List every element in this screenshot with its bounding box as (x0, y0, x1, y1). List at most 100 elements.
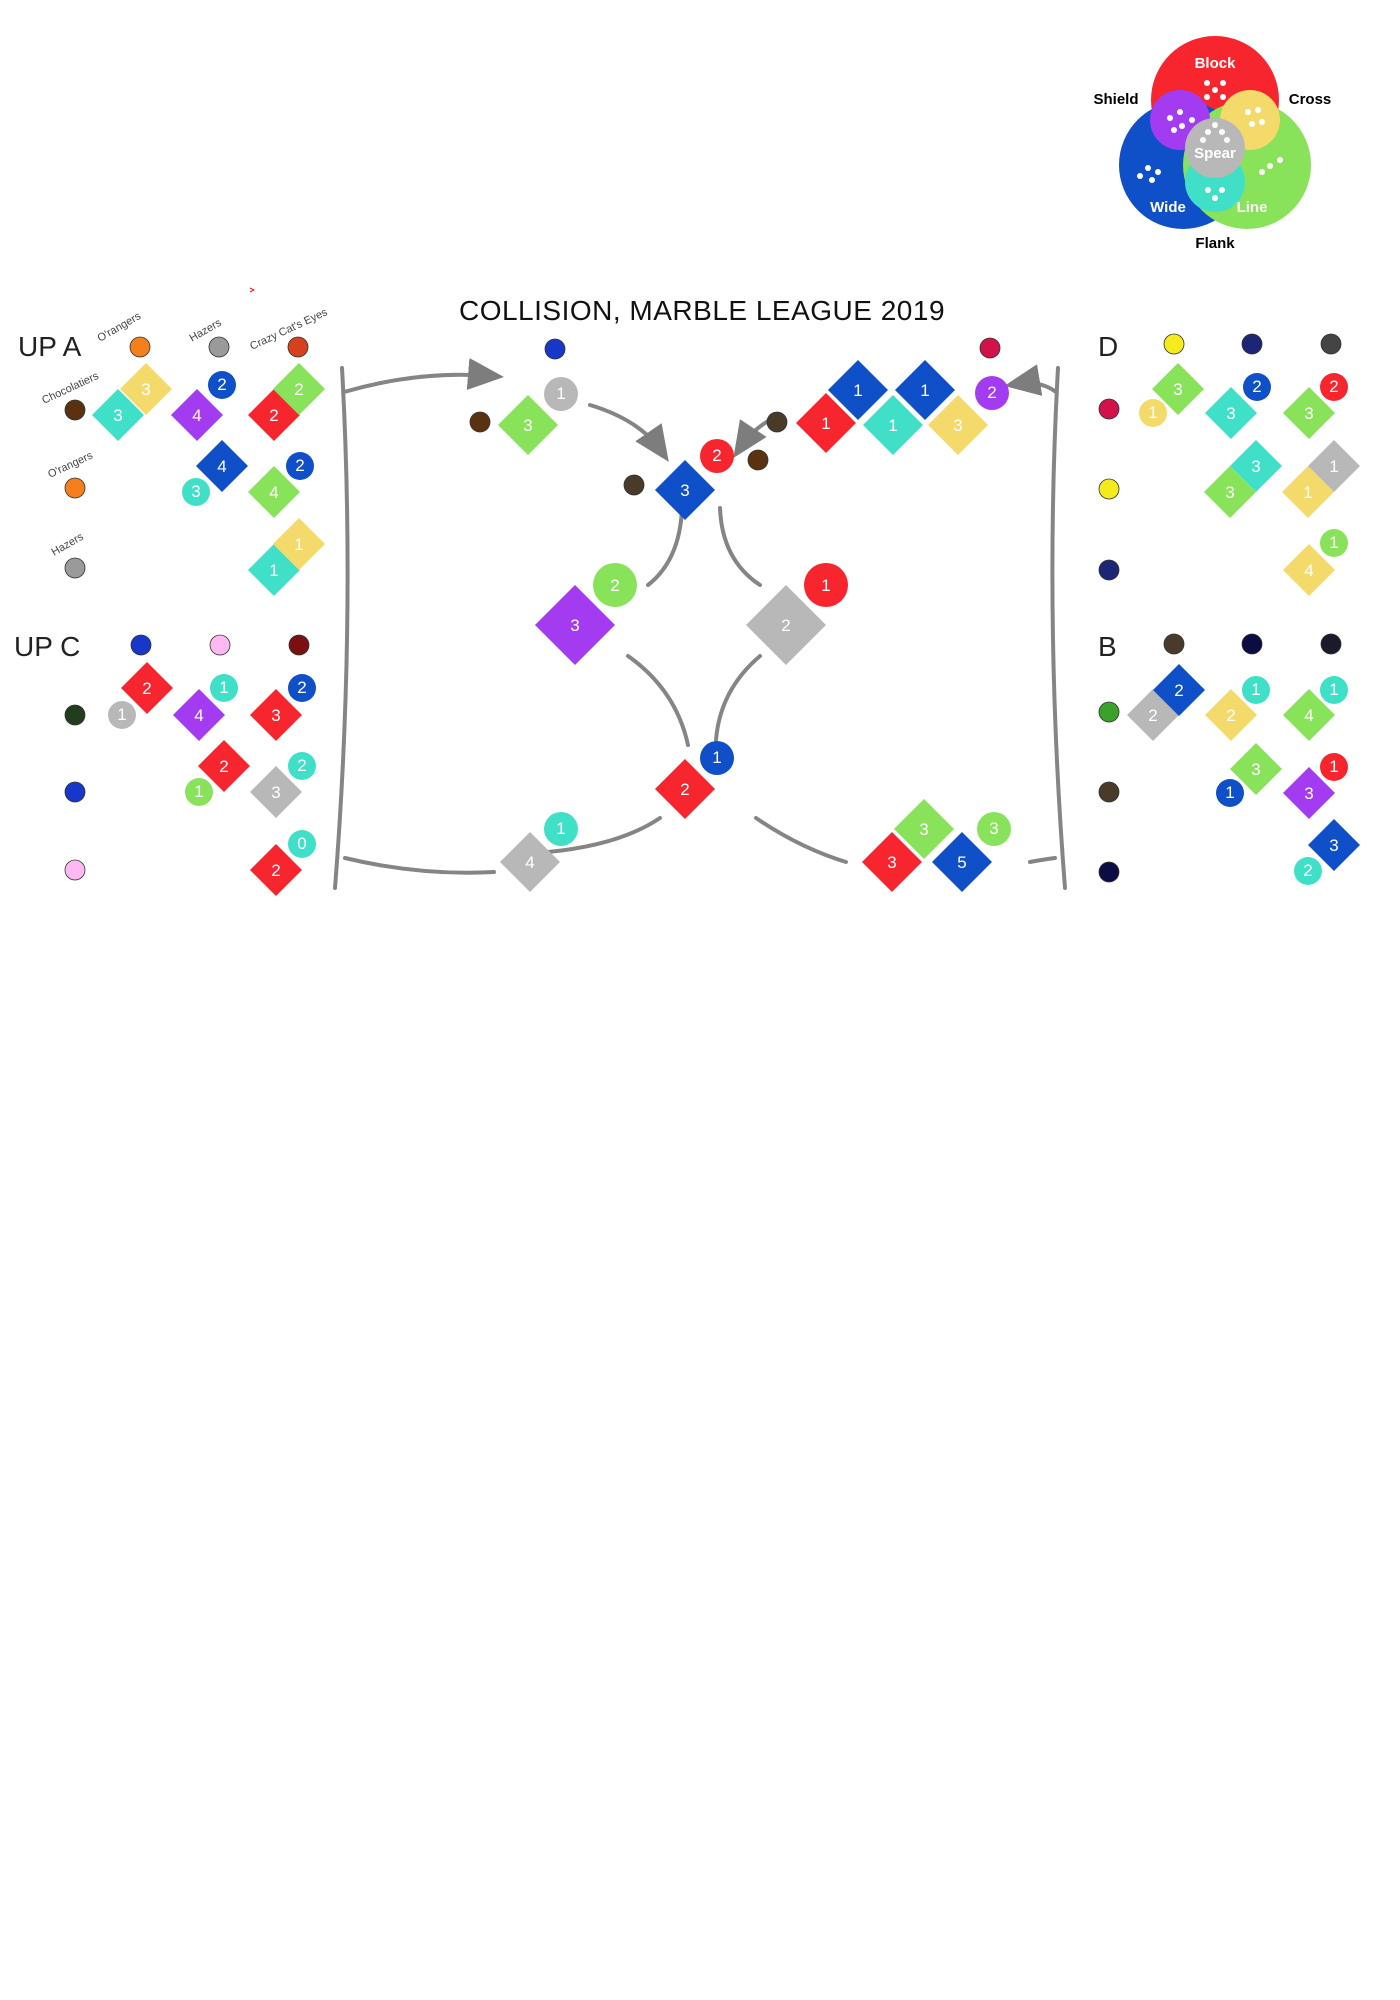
mark-d-8: 3 (1204, 466, 1256, 518)
marble-center-top-left (544, 338, 566, 360)
mark-circle (700, 439, 734, 473)
mark-upa-6: 2 (273, 363, 325, 415)
mark-circle (1294, 857, 1322, 885)
marble-b-row2 (1098, 781, 1120, 803)
mark-diamond (1204, 466, 1256, 518)
mark-upc-11: 2 (250, 844, 302, 896)
mark-upa-9: 4 (248, 466, 300, 518)
mark-diamond (1283, 689, 1335, 741)
mark-circle (975, 376, 1009, 410)
bottom-left-curve (343, 856, 496, 875)
marbles (64, 333, 1342, 883)
mark-value: 4 (192, 406, 201, 425)
mark-circle (210, 674, 238, 702)
marble-orangers (129, 336, 151, 358)
mark-value: 2 (610, 576, 619, 595)
mark-upa-10: 2 (286, 452, 314, 480)
mark-value: 3 (1329, 836, 1338, 855)
mark-diamond (535, 585, 615, 665)
mark-diamond (248, 466, 300, 518)
right-bracket (1050, 366, 1067, 890)
mark-value: 3 (113, 406, 122, 425)
mark-value: 2 (1174, 681, 1183, 700)
diagram-title: COLLISION, MARBLE LEAGUE 2019 (459, 295, 945, 326)
mark-circle (185, 778, 213, 806)
mark-value: 4 (194, 706, 203, 725)
marble-hazers-row (64, 557, 86, 579)
mark-value: 2 (1148, 706, 1157, 725)
mark-c-1: 1 (544, 377, 578, 411)
mark-diamond (250, 844, 302, 896)
mark-c-5: 1 (863, 395, 923, 455)
marble-upc-col2 (209, 634, 231, 656)
mark-c-21: 5 (932, 832, 992, 892)
group-label-upa: UP A (18, 331, 82, 362)
mark-value: 1 (920, 381, 929, 400)
mark-diamond (250, 766, 302, 818)
legend-spear: Spear (1194, 145, 1236, 162)
marble-center-brown-2 (747, 449, 769, 471)
mark-c-11: 3 (535, 585, 615, 665)
marble-b-col2 (1241, 633, 1263, 655)
mark-c-20: 3 (894, 799, 954, 859)
mark-c-14: 1 (804, 563, 848, 607)
mark-value: 3 (1173, 380, 1182, 399)
mark-upa-3: 4 (171, 389, 223, 441)
mark-d-3: 3 (1205, 387, 1257, 439)
mark-value: 2 (217, 375, 226, 394)
mark-upc-1: 1 (108, 701, 136, 729)
mark-circle (593, 563, 637, 607)
mark-value: 3 (1226, 404, 1235, 423)
mark-value: 4 (525, 853, 534, 872)
mark-b-6: 1 (1320, 676, 1348, 704)
mark-value: 1 (556, 819, 565, 838)
mark-d-4: 2 (1243, 373, 1271, 401)
mark-circle (544, 812, 578, 846)
mark-upc-9: 3 (250, 766, 302, 818)
mark-diamond (862, 832, 922, 892)
mark-value: 3 (680, 481, 689, 500)
mark-diamond (895, 360, 955, 420)
mark-c-3: 1 (796, 393, 856, 453)
mark-circle (1320, 676, 1348, 704)
mark-value: 3 (1304, 784, 1313, 803)
mark-d-5: 3 (1283, 387, 1335, 439)
mark-c-10: 3 (655, 460, 715, 520)
mark-diamond (196, 440, 248, 492)
marble-center-mixed-2 (766, 411, 788, 433)
upper-left-to-center (588, 403, 669, 462)
mark-value: 3 (271, 783, 280, 802)
mark-d-1: 3 (1152, 363, 1204, 415)
mark-circle (1320, 373, 1348, 401)
left-mid-to-bottom (626, 654, 690, 747)
mark-value: 2 (1252, 377, 1261, 396)
mark-diamond (863, 395, 923, 455)
mark-value: 1 (1329, 757, 1338, 776)
mark-upc-10: 2 (288, 752, 316, 780)
mark-diamond (1283, 767, 1335, 819)
bottom-to-right (754, 816, 848, 864)
mark-upc-6: 2 (288, 674, 316, 702)
mark-value: 3 (570, 616, 579, 635)
mark-circle (1242, 676, 1270, 704)
mark-c-2: 3 (498, 395, 558, 455)
mark-d-11: 4 (1283, 544, 1335, 596)
mark-diamond (894, 799, 954, 859)
mark-value: 1 (219, 678, 228, 697)
mark-circle (700, 741, 734, 775)
mark-b-2: 2 (1153, 664, 1205, 716)
mark-diamond (92, 389, 144, 441)
mark-value: 4 (1304, 561, 1313, 580)
mark-circle (977, 812, 1011, 846)
marble-upc-row2 (64, 781, 86, 803)
mark-c-15: 2 (655, 759, 715, 819)
mark-diamond (1283, 387, 1335, 439)
marble-d-col1 (1163, 333, 1185, 355)
mark-circle (1139, 399, 1167, 427)
marble-center-mixed-1 (623, 474, 645, 496)
mark-value: 1 (821, 414, 830, 433)
mark-value: 2 (1226, 706, 1235, 725)
mark-value: 2 (294, 380, 303, 399)
